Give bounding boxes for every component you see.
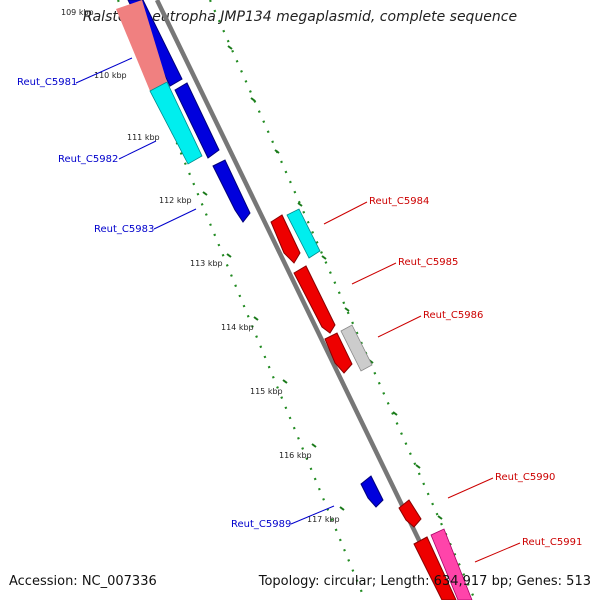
tick-label-110: 110 kbp: [94, 71, 127, 80]
gene-label-5991[interactable]: Reut_C5991: [522, 537, 582, 548]
tick-label-114: 114 kbp: [221, 323, 254, 332]
gene-magenta-5991[interactable]: [430, 528, 473, 600]
tick-label-116: 116 kbp: [279, 451, 312, 460]
tick-label-112: 112 kbp: [159, 196, 192, 205]
gene-reverse-5991[interactable]: [413, 536, 457, 600]
gene-label-5984[interactable]: Reut_C5984: [369, 196, 429, 207]
gene-reverse-5986[interactable]: [324, 332, 353, 374]
map-title: Ralstonia eutropha JMP134 megaplasmid, c…: [82, 9, 518, 25]
gene-grey-5986[interactable]: [340, 324, 373, 372]
summary-text: Topology: circular; Length: 634,917 bp; …: [258, 574, 591, 589]
gene-reverse-5990[interactable]: [398, 499, 422, 528]
gene-forward-5983[interactable]: [212, 159, 251, 223]
gene-label-5982[interactable]: Reut_C5982: [58, 154, 118, 165]
tick-label-109: 109 kbp: [61, 8, 94, 17]
tick-guide-inner: [116, 0, 367, 600]
gene-forward-5982[interactable]: [174, 82, 220, 159]
gene-label-5981[interactable]: Reut_C5981: [17, 77, 77, 88]
gene-reverse-5984a[interactable]: [270, 214, 301, 264]
gene-reverse-5985[interactable]: [293, 265, 336, 334]
gene-pink-5981[interactable]: [116, 0, 167, 91]
gene-label-5985[interactable]: Reut_C5985: [398, 257, 458, 268]
tick-label-115: 115 kbp: [250, 387, 283, 396]
tick-label-113: 113 kbp: [190, 259, 223, 268]
tick-label-111: 111 kbp: [127, 133, 160, 142]
gene-cyan-5982[interactable]: [149, 81, 203, 165]
gene-forward-5989[interactable]: [360, 475, 384, 508]
accession-text: Accession: NC_007336: [9, 574, 157, 589]
gene-label-5990[interactable]: Reut_C5990: [495, 472, 555, 483]
sequence-backbone: [154, 0, 451, 600]
leader-lines: [75, 57, 521, 563]
tick-label-117: 117 kbp: [307, 515, 340, 524]
gene-label-5986[interactable]: Reut_C5986: [423, 310, 483, 321]
gene-label-5983[interactable]: Reut_C5983: [94, 224, 154, 235]
gene-cyan-5984[interactable]: [286, 208, 321, 259]
gene-label-5989[interactable]: Reut_C5989: [231, 519, 291, 530]
